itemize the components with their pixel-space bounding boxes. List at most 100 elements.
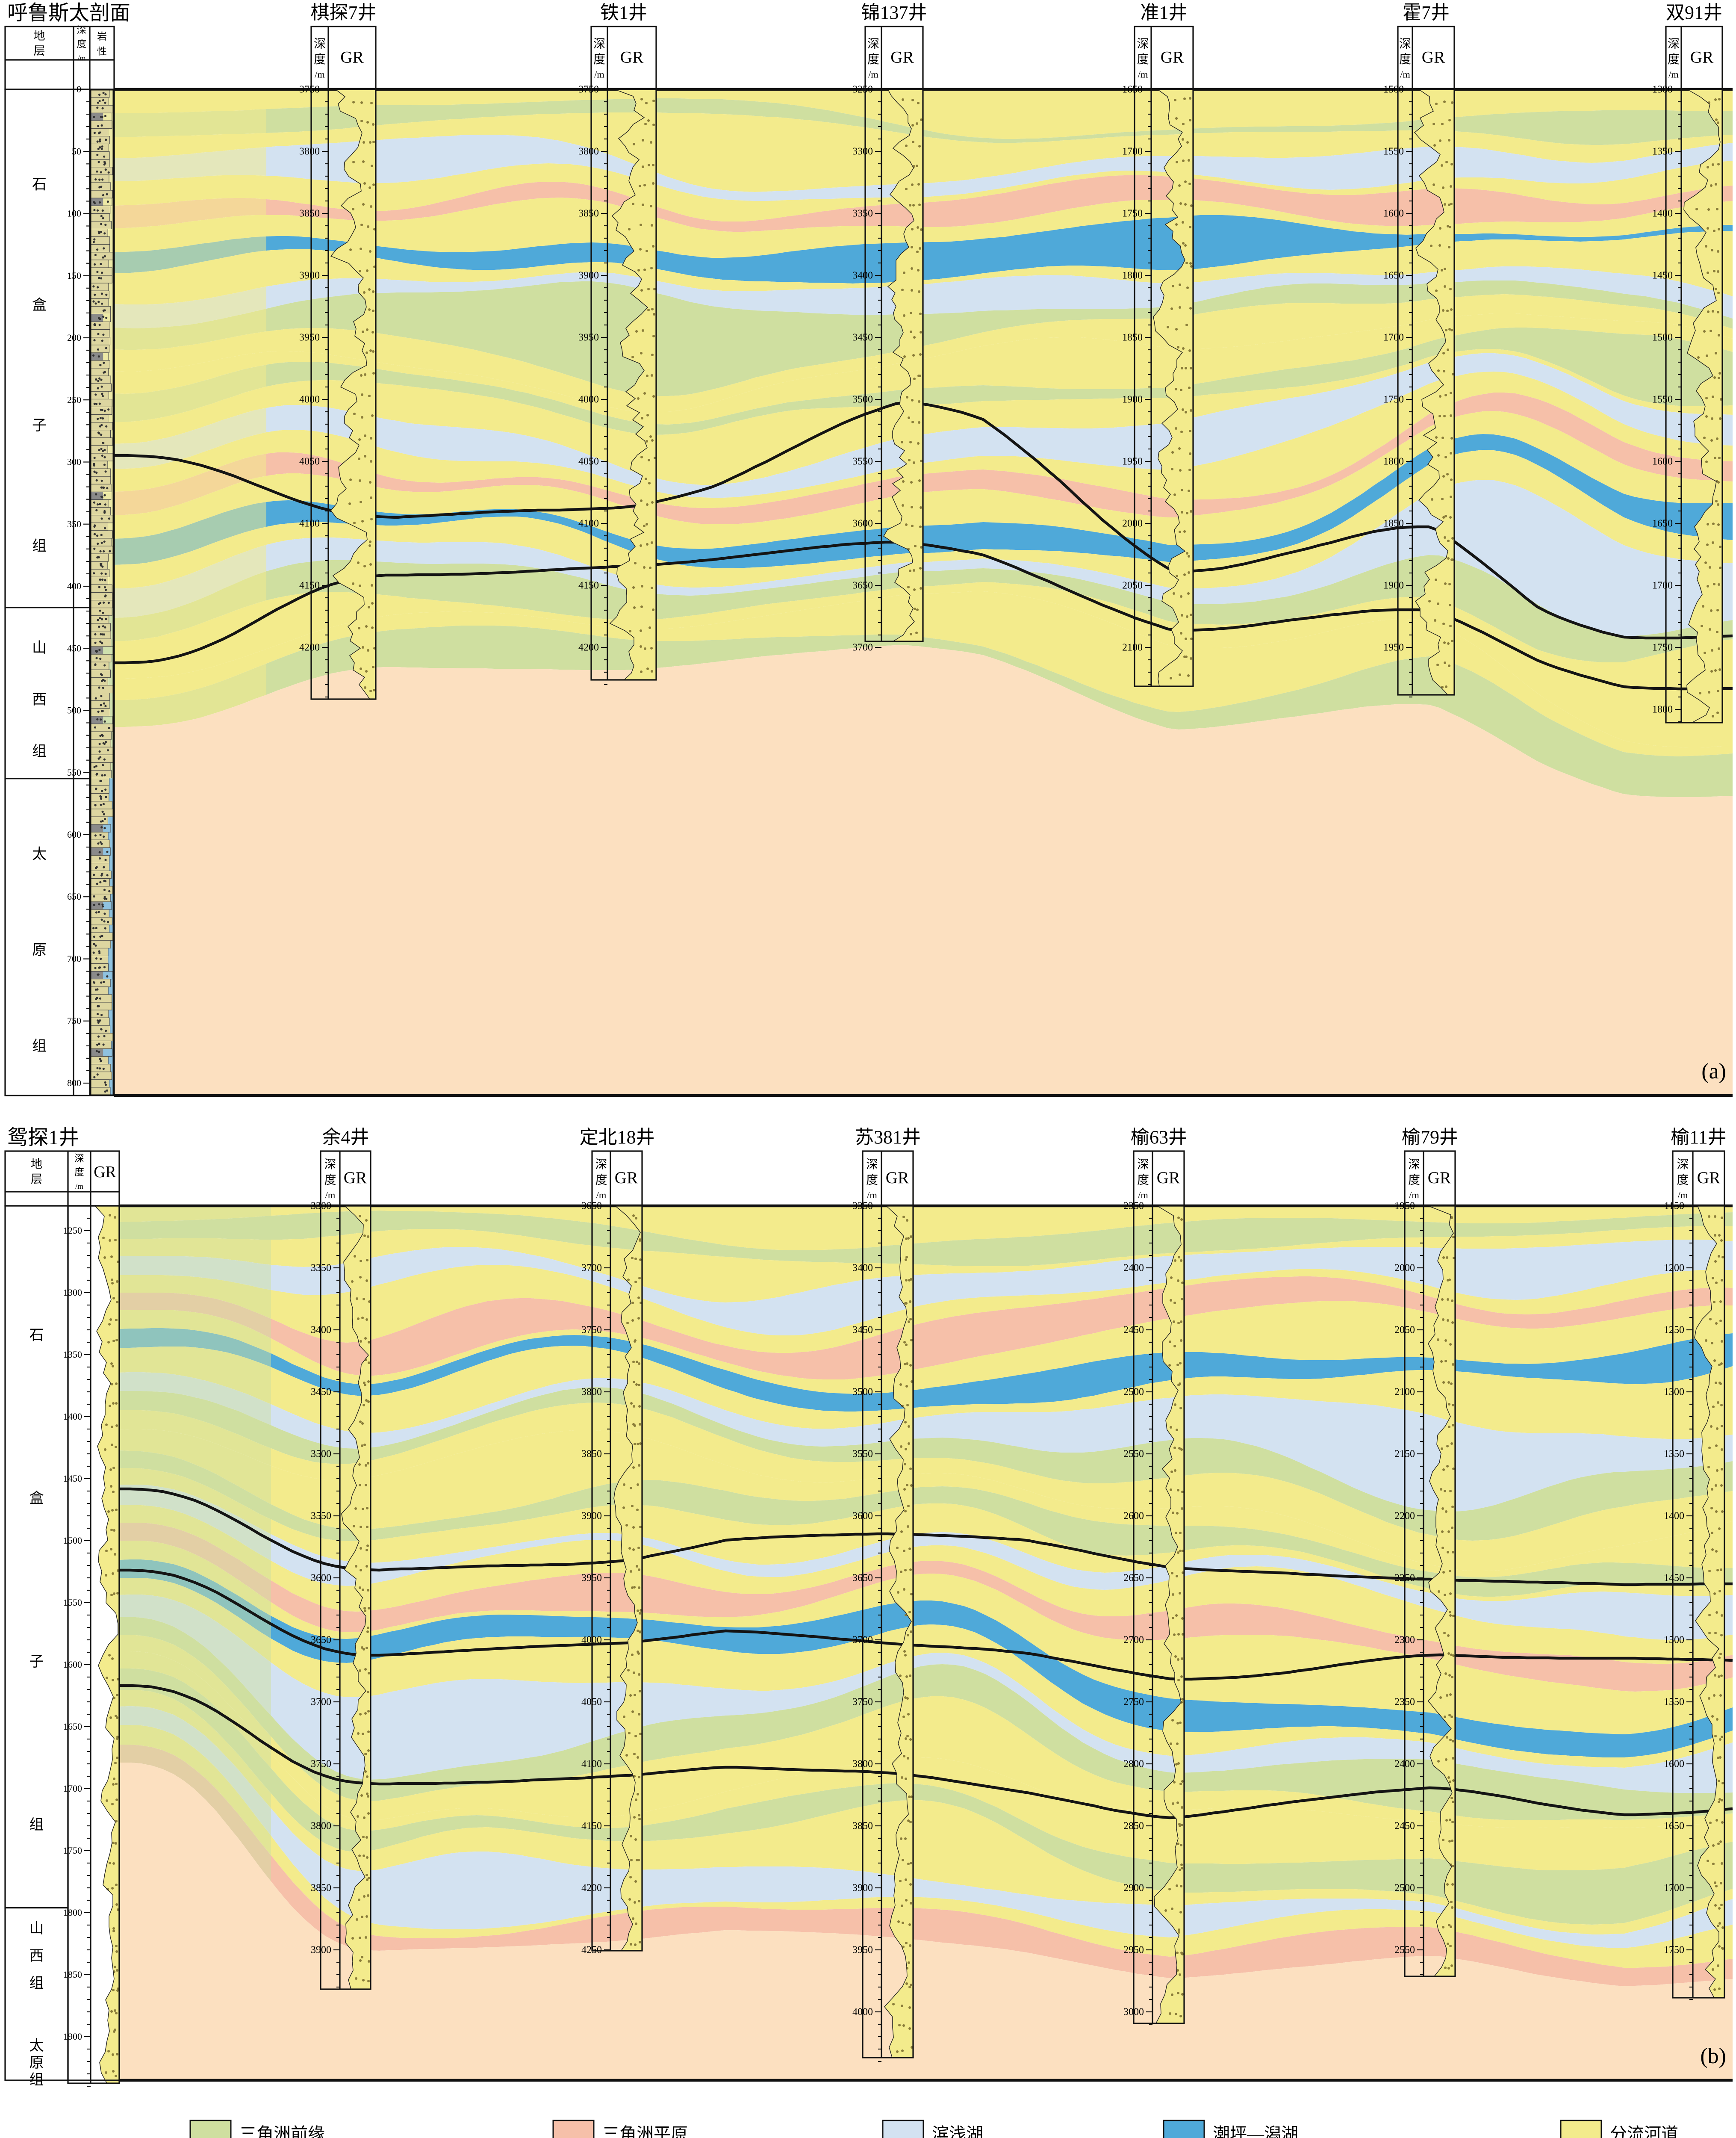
svg-text:4000: 4000	[852, 2007, 873, 2018]
svg-text:300: 300	[67, 457, 81, 467]
svg-text:2100: 2100	[1394, 1387, 1415, 1398]
svg-text:600: 600	[67, 829, 81, 840]
svg-text:/m: /m	[1668, 69, 1679, 80]
svg-text:2050: 2050	[1394, 1325, 1415, 1336]
svg-text:1950: 1950	[1122, 456, 1143, 467]
svg-text:3900: 3900	[581, 1511, 602, 1522]
svg-text:组: 组	[32, 1038, 47, 1054]
svg-text:深: 深	[593, 38, 605, 51]
svg-text:3350: 3350	[852, 208, 873, 219]
svg-text:3900: 3900	[578, 270, 599, 281]
svg-text:度: 度	[1408, 1173, 1420, 1187]
svg-text:4050: 4050	[299, 456, 320, 467]
svg-text:组: 组	[29, 1975, 44, 1991]
svg-text:子: 子	[32, 418, 47, 434]
svg-text:1450: 1450	[63, 1473, 82, 1484]
svg-text:100: 100	[67, 208, 81, 219]
svg-text:3950: 3950	[581, 1573, 602, 1584]
svg-text:深: 深	[77, 25, 87, 35]
svg-text:1700: 1700	[1652, 580, 1673, 591]
svg-text:550: 550	[67, 767, 81, 778]
svg-text:度: 度	[1137, 53, 1149, 66]
svg-text:2550: 2550	[1123, 1449, 1144, 1460]
svg-text:层: 层	[31, 1173, 42, 1186]
svg-text:分流河道: 分流河道	[1610, 2124, 1678, 2138]
svg-text:1400: 1400	[63, 1411, 82, 1422]
svg-text:350: 350	[67, 519, 81, 529]
svg-text:深: 深	[324, 1158, 336, 1171]
svg-text:度: 度	[593, 53, 605, 66]
svg-text:深: 深	[1408, 1158, 1420, 1171]
svg-text:3850: 3850	[852, 1821, 873, 1832]
svg-text:榆11井: 榆11井	[1671, 1127, 1726, 1148]
svg-text:苏381井: 苏381井	[855, 1127, 921, 1148]
svg-text:度: 度	[1137, 1173, 1149, 1187]
svg-text:3550: 3550	[852, 1449, 873, 1460]
svg-text:3800: 3800	[578, 146, 599, 157]
svg-text:/m: /m	[315, 69, 325, 80]
svg-text:3450: 3450	[852, 332, 873, 343]
svg-text:1700: 1700	[1122, 146, 1143, 157]
svg-text:3750: 3750	[311, 1759, 331, 1770]
svg-text:1200: 1200	[1664, 1263, 1684, 1274]
svg-text:1900: 1900	[63, 2031, 82, 2042]
svg-text:度: 度	[1399, 53, 1411, 66]
svg-text:1800: 1800	[1652, 704, 1673, 715]
svg-text:盒: 盒	[32, 297, 47, 313]
svg-text:250: 250	[67, 394, 81, 405]
svg-text:3000: 3000	[1123, 2007, 1144, 2018]
svg-text:3300: 3300	[311, 1201, 331, 1212]
svg-text:450: 450	[67, 643, 81, 653]
svg-text:深: 深	[74, 1153, 84, 1164]
svg-text:1500: 1500	[1664, 1635, 1684, 1646]
svg-text:1700: 1700	[1664, 1883, 1684, 1894]
svg-text:3850: 3850	[581, 1449, 602, 1460]
svg-text:3500: 3500	[311, 1449, 331, 1460]
svg-text:GR: GR	[1157, 1169, 1180, 1187]
svg-text:(b): (b)	[1700, 2044, 1726, 2068]
svg-text:3750: 3750	[299, 84, 320, 95]
svg-text:1850: 1850	[63, 1969, 82, 1980]
svg-text:2100: 2100	[1122, 642, 1143, 653]
svg-text:3950: 3950	[578, 332, 599, 343]
svg-text:原: 原	[29, 2055, 44, 2071]
svg-text:1600: 1600	[1652, 456, 1673, 467]
svg-text:4050: 4050	[578, 456, 599, 467]
svg-text:度: 度	[77, 39, 87, 50]
svg-text:GR: GR	[615, 1169, 638, 1187]
svg-text:3700: 3700	[852, 642, 873, 653]
svg-text:(a): (a)	[1701, 1059, 1726, 1084]
svg-text:2550: 2550	[1394, 1945, 1415, 1956]
svg-text:潮坪—潟湖: 潮坪—潟湖	[1213, 2124, 1298, 2138]
svg-text:1600: 1600	[1664, 1759, 1684, 1770]
svg-text:度: 度	[595, 1173, 607, 1187]
svg-text:3900: 3900	[299, 270, 320, 281]
svg-text:3450: 3450	[852, 1325, 873, 1336]
svg-text:性: 性	[97, 46, 107, 57]
svg-text:/m: /m	[78, 54, 86, 62]
svg-text:3800: 3800	[311, 1821, 331, 1832]
svg-text:三角洲前缘: 三角洲前缘	[239, 2124, 325, 2138]
svg-text:1350: 1350	[63, 1349, 82, 1360]
svg-text:子: 子	[29, 1654, 44, 1670]
svg-text:4000: 4000	[578, 394, 599, 405]
svg-text:4200: 4200	[581, 1883, 602, 1894]
svg-text:呼鲁斯太剖面: 呼鲁斯太剖面	[7, 2, 130, 24]
svg-text:1850: 1850	[1122, 332, 1143, 343]
svg-text:1650: 1650	[63, 1721, 82, 1732]
svg-text:1500: 1500	[63, 1535, 82, 1546]
svg-text:1950: 1950	[1394, 1201, 1415, 1212]
svg-text:700: 700	[67, 954, 81, 964]
svg-text:4150: 4150	[299, 580, 320, 591]
svg-text:3950: 3950	[852, 1945, 873, 1956]
svg-text:GR: GR	[1161, 48, 1184, 67]
svg-text:1350: 1350	[1664, 1449, 1684, 1460]
svg-text:太: 太	[32, 846, 47, 862]
svg-text:3650: 3650	[852, 1573, 873, 1584]
svg-text:度: 度	[1668, 53, 1680, 66]
svg-text:GR: GR	[340, 48, 364, 67]
svg-text:双91井: 双91井	[1666, 2, 1722, 23]
svg-text:1750: 1750	[1122, 208, 1143, 219]
svg-text:深: 深	[1677, 1158, 1689, 1171]
svg-text:4200: 4200	[578, 642, 599, 653]
